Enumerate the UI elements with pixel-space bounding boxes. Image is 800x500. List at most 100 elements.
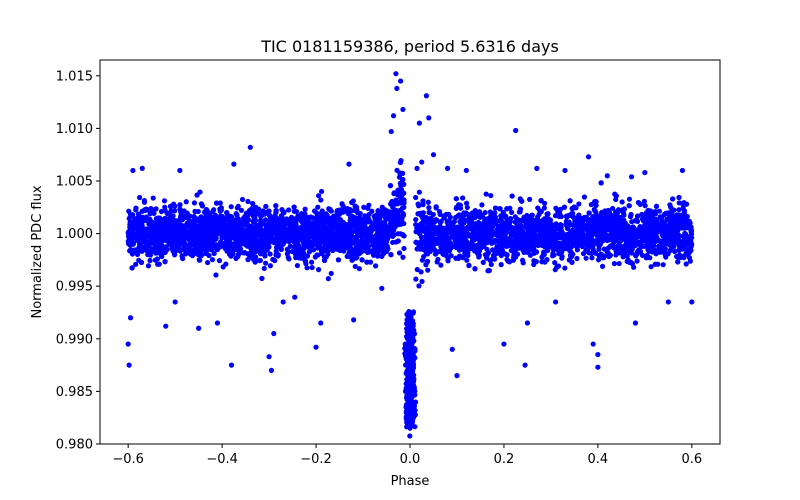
data-point: [396, 250, 403, 256]
data-point: [421, 253, 427, 260]
data-point: [170, 223, 176, 229]
data-point: [458, 229, 465, 235]
data-point: [256, 240, 262, 246]
data-point: [504, 243, 510, 249]
data-point: [543, 221, 549, 227]
data-point: [550, 250, 556, 256]
data-point: [541, 205, 547, 211]
data-point: [456, 212, 462, 218]
data-point: [178, 214, 184, 221]
data-point: [635, 213, 641, 219]
data-point: [214, 246, 220, 252]
data-point: [529, 213, 535, 219]
data-point: [687, 220, 693, 226]
data-point: [638, 244, 644, 250]
data-point: [632, 240, 638, 246]
data-point: [633, 253, 639, 259]
data-point: [339, 201, 345, 207]
data-point: [588, 201, 594, 208]
data-point: [641, 198, 647, 204]
data-point: [675, 259, 681, 265]
data-point: [259, 275, 265, 282]
data-point: [272, 216, 278, 223]
data-point: [194, 192, 200, 198]
data-point: [613, 193, 619, 199]
data-point: [267, 213, 273, 219]
data-point: [218, 239, 224, 245]
data-point: [186, 249, 193, 255]
plot-area: [99, 59, 721, 445]
data-point: [299, 237, 305, 243]
data-point: [362, 239, 368, 246]
data-point: [676, 212, 682, 218]
data-point: [326, 239, 333, 246]
data-point: [517, 209, 523, 215]
data-point: [136, 194, 143, 201]
data-point: [414, 240, 420, 246]
data-point: [542, 200, 548, 206]
data-point: [586, 210, 592, 216]
data-point: [524, 212, 530, 219]
data-point: [663, 210, 669, 216]
data-point: [177, 223, 183, 230]
data-point: [258, 251, 264, 257]
data-point: [543, 230, 549, 237]
data-point: [202, 236, 208, 242]
data-point: [250, 219, 257, 225]
data-point: [423, 248, 429, 254]
data-point: [587, 241, 594, 248]
data-point: [586, 235, 593, 242]
data-point: [634, 258, 640, 264]
data-point: [240, 215, 247, 222]
data-point: [593, 202, 599, 209]
data-point: [170, 213, 176, 219]
data-point: [372, 251, 378, 257]
data-point: [147, 216, 153, 222]
data-point: [653, 203, 660, 209]
data-point: [174, 242, 180, 248]
data-point: [475, 250, 481, 257]
data-point: [358, 227, 364, 234]
data-point: [544, 247, 550, 254]
data-point: [150, 248, 156, 254]
data-point: [509, 193, 515, 199]
data-point: [629, 219, 635, 225]
data-point: [527, 196, 533, 202]
data-point: [670, 196, 676, 202]
data-point: [261, 236, 267, 242]
data-point: [488, 212, 494, 218]
data-point: [312, 215, 318, 222]
data-point: [645, 207, 651, 214]
data-point: [392, 216, 398, 222]
data-point: [145, 263, 152, 269]
data-point: [419, 227, 426, 233]
data-point: [508, 247, 514, 254]
data-point: [273, 209, 279, 215]
data-point: [688, 243, 694, 249]
data-point: [166, 234, 172, 240]
data-point: [551, 233, 557, 239]
data-point: [205, 259, 211, 266]
data-point: [425, 199, 431, 205]
data-point: [621, 225, 627, 231]
data-point: [627, 214, 634, 220]
data-point: [593, 199, 599, 205]
data-point: [156, 261, 162, 267]
data-point: [240, 228, 246, 234]
data-point: [390, 239, 396, 246]
data-point: [150, 240, 157, 246]
data-point: [133, 207, 139, 213]
data-point: [369, 208, 375, 214]
data-point: [361, 204, 367, 210]
data-point: [483, 233, 490, 240]
data-point: [212, 212, 218, 218]
data-point: [472, 208, 478, 215]
data-point: [514, 245, 520, 251]
data-point: [686, 255, 693, 261]
data-point: [676, 238, 682, 244]
data-point: [350, 240, 356, 246]
data-point: [660, 262, 666, 268]
data-point: [626, 244, 632, 250]
data-point: [652, 248, 658, 254]
data-point: [373, 241, 379, 247]
